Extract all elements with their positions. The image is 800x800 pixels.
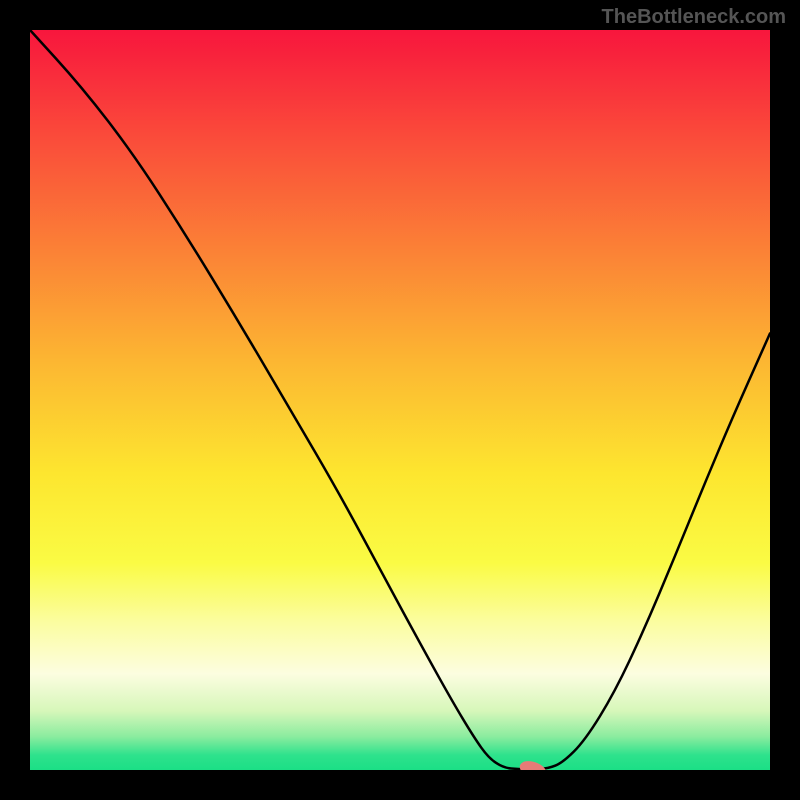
chart-svg	[0, 0, 800, 800]
bottleneck-chart: TheBottleneck.com	[0, 0, 800, 800]
watermark-text: TheBottleneck.com	[602, 6, 786, 29]
chart-background	[30, 30, 770, 770]
